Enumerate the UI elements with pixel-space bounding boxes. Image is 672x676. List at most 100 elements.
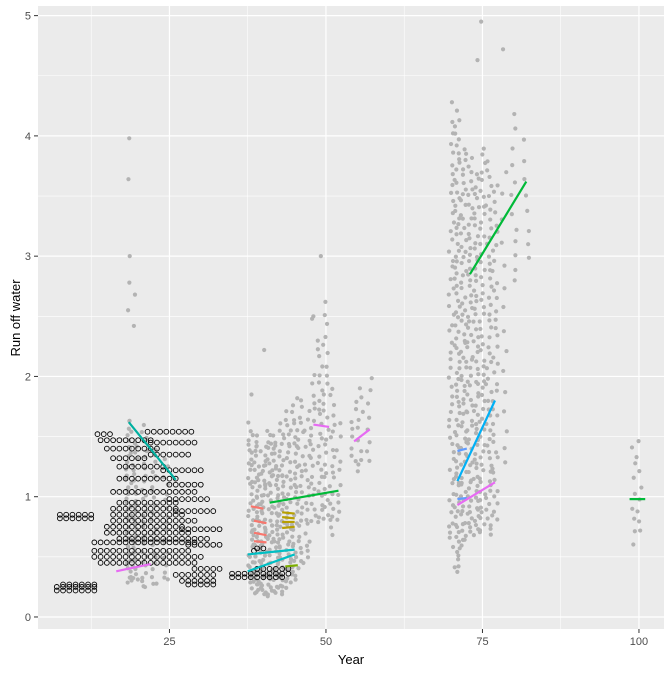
grey-data-point [298,398,304,403]
grey-data-point [295,428,300,433]
grey-data-point [468,245,473,251]
grey-data-point [478,498,483,503]
grey-data-point [308,425,314,431]
grey-data-point [478,479,483,485]
grey-data-point [277,537,282,542]
open-data-point [60,584,66,590]
open-data-point [160,553,167,560]
open-data-point [147,560,154,566]
grey-data-point [262,553,268,558]
open-data-point [166,523,173,530]
grey-data-point [486,254,492,259]
grey-data-point [478,188,483,193]
open-data-point [185,581,192,588]
grey-data-point [249,392,254,397]
grey-data-point [472,211,477,216]
x-tick-label: 75 [476,636,488,648]
open-data-point [147,499,154,506]
grey-data-point [487,351,492,356]
open-data-point [160,451,167,458]
grey-data-point [369,376,374,381]
grey-data-point [281,432,286,437]
open-data-point [179,578,185,584]
grey-data-point [491,189,497,194]
grey-data-point [451,198,456,204]
grey-data-point [324,471,329,476]
grey-data-point [465,340,470,345]
open-data-point [91,539,98,546]
grey-data-point [452,276,457,281]
grey-data-point [315,347,320,352]
grey-data-point [330,464,335,469]
grey-data-point [452,265,458,270]
grey-data-point [275,519,280,524]
grey-data-point [300,454,305,459]
open-data-point [141,475,148,482]
grey-data-point [464,268,469,274]
grey-data-point [312,486,317,492]
open-data-point [154,445,160,452]
open-data-point [135,539,142,546]
open-data-point [179,539,185,546]
grey-data-point [488,523,493,528]
open-data-point [166,499,173,506]
grey-data-point [261,493,266,498]
open-data-point [147,445,154,452]
grey-data-point [483,203,489,208]
open-data-point [53,587,60,594]
grey-data-point [133,508,138,514]
open-data-point [63,515,70,522]
grey-data-point [454,370,459,376]
grey-data-point [464,359,469,364]
grey-data-point [317,407,322,412]
grey-data-point [488,217,493,222]
grey-data-point [470,423,475,428]
grey-data-point [277,449,282,454]
grey-data-point [526,255,532,260]
open-data-point [122,499,129,506]
open-data-point [141,547,148,554]
grey-data-point [367,440,372,445]
open-data-point [63,511,70,518]
open-data-point [166,553,173,560]
open-data-point [135,445,142,452]
grey-data-point [513,239,518,244]
open-data-point [185,467,192,474]
open-data-point [166,511,173,518]
grey-data-point [458,494,464,499]
open-data-point [166,481,173,488]
grey-data-point [267,461,272,466]
grey-data-point [133,484,139,489]
grey-data-point [271,577,276,582]
grey-data-point [473,327,479,332]
grey-data-point [127,254,132,259]
grey-data-point [268,585,273,590]
open-data-point [166,560,173,566]
grey-data-point [253,554,258,559]
grey-data-point [323,334,328,340]
grey-data-point [328,525,334,530]
grey-data-point [459,285,464,291]
grey-data-point [252,480,258,485]
grey-data-point [449,384,454,389]
grey-data-point [488,276,493,281]
grey-data-point [452,177,457,183]
open-data-point [172,489,179,495]
grey-data-point [489,183,494,189]
grey-data-point [513,126,518,131]
grey-data-point [487,318,492,323]
open-data-point [97,547,104,554]
grey-data-point [481,468,486,473]
open-data-point [172,505,179,512]
open-data-point [154,439,160,446]
grey-data-point [322,462,328,467]
grey-data-point [494,388,499,393]
grey-data-point [126,426,131,431]
grey-data-point [630,506,635,511]
grey-data-point [270,529,275,535]
open-data-point [60,581,66,588]
open-data-point [166,529,173,536]
open-data-point [60,587,66,594]
grey-data-point [450,182,455,188]
grey-data-point [129,480,134,486]
